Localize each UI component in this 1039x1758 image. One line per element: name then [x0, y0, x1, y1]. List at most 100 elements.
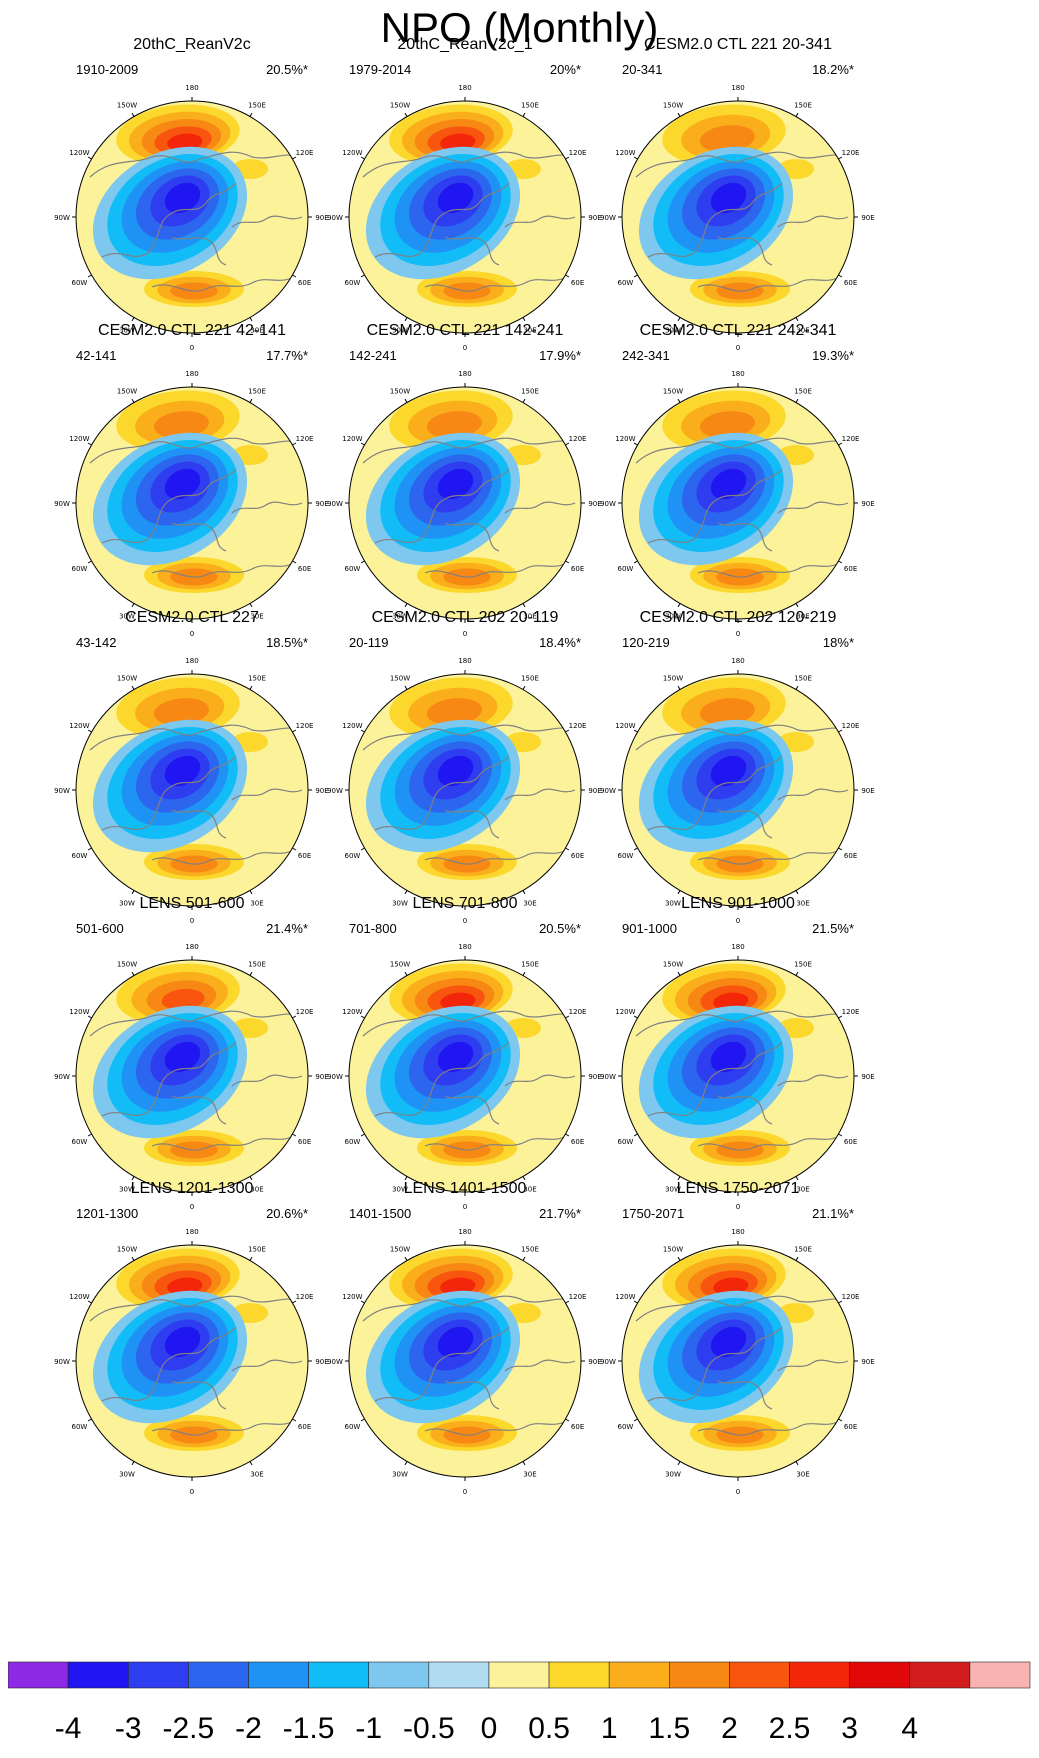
panel-title: CESM2.0 CTL 221 142-241 [367, 322, 564, 339]
colorbar-label: 0.5 [528, 1712, 570, 1745]
longitude-tick [249, 317, 253, 322]
longitude-label: 60E [844, 852, 857, 860]
longitude-label: 90E [861, 1358, 874, 1366]
panel-variance: 17.9%* [539, 348, 581, 363]
coastline [717, 236, 773, 266]
longitude-tick [249, 890, 253, 895]
longitude-label: 150W [663, 387, 683, 395]
longitude-tick [404, 317, 408, 322]
coastline [444, 1095, 500, 1125]
longitude-label: 180 [731, 370, 744, 378]
longitude-tick [292, 1133, 297, 1137]
longitude-tick [522, 890, 526, 895]
map-panel: LENS 901-1000 901-1000 21.5%* 180 150E 120E 90… [600, 895, 875, 1211]
coastline [231, 1074, 303, 1087]
coastlines [635, 151, 849, 292]
longitude-tick [565, 1418, 570, 1422]
longitude-label: 120E [569, 1008, 587, 1016]
longitude-tick [795, 685, 799, 690]
longitude-tick [360, 156, 365, 160]
longitude-tick [87, 1015, 92, 1019]
longitude-tick [522, 1256, 526, 1261]
positive-contour [426, 698, 482, 726]
negative-contour [164, 755, 201, 787]
longitude-tick [404, 112, 408, 117]
longitude-tick [131, 317, 135, 322]
longitude-tick [87, 1133, 92, 1137]
longitude-tick [131, 1461, 135, 1466]
panel-title: LENS 1401-1500 [404, 1180, 527, 1197]
longitude-label: 120E [842, 722, 860, 730]
map-panel: CESM2.0 CTL 221 42-141 42-141 17.7%* 180 150… [54, 322, 329, 638]
negative-contour [437, 1326, 474, 1358]
coastline [635, 151, 849, 178]
longitude-label: 150E [794, 101, 812, 109]
map-panel: 20thC_ReanV2c_1 1979-2014 20%* 180 150E 120E 9… [327, 36, 602, 352]
longitude-tick [633, 1133, 638, 1137]
longitude-label: 150E [521, 674, 539, 682]
coastline [89, 1010, 303, 1037]
longitude-tick [677, 317, 681, 322]
longitude-label: 0 [736, 344, 740, 352]
panel-variance: 18%* [823, 635, 854, 650]
longitude-label: 30W [665, 613, 681, 621]
map-panel: LENS 501-600 501-600 21.4%* 180 150E 120E 90E 6… [54, 895, 329, 1211]
panel-title: LENS 501-600 [140, 895, 245, 912]
longitude-label: 90E [861, 500, 874, 508]
longitude-label: 90W [327, 214, 343, 222]
colorbar-swatch [248, 1661, 309, 1689]
longitude-tick [131, 1256, 135, 1261]
longitude-label: 150E [248, 1245, 266, 1253]
panel-period: 1401-1500 [349, 1206, 411, 1221]
longitude-label: 60W [71, 279, 87, 287]
panel-title: LENS 701-800 [413, 895, 518, 912]
longitude-label: 90W [327, 787, 343, 795]
longitude-label: 150W [117, 387, 137, 395]
longitude-label: 60E [298, 852, 311, 860]
coastline [647, 1326, 783, 1402]
coastline [504, 1074, 576, 1087]
panel-title: CESM2.0 CTL 221 242-341 [640, 322, 837, 339]
longitude-label: 120W [342, 722, 362, 730]
longitude-tick [360, 1300, 365, 1304]
coastline [444, 522, 500, 552]
coastline [504, 215, 576, 228]
longitude-tick [249, 398, 253, 403]
panel-title: CESM2.0 CTL 221 42-141 [98, 322, 286, 339]
coastline [444, 1380, 500, 1410]
longitude-label: 120W [615, 435, 635, 443]
negative-contour [437, 755, 474, 787]
longitude-label: 90W [600, 1358, 616, 1366]
longitude-tick [677, 398, 681, 403]
longitude-tick [838, 274, 843, 278]
longitude-label: 120E [842, 435, 860, 443]
longitude-tick [677, 1461, 681, 1466]
coastline [362, 1010, 576, 1037]
longitude-tick [633, 442, 638, 446]
longitude-tick [249, 1176, 253, 1181]
longitude-tick [795, 890, 799, 895]
longitude-label: 150W [390, 387, 410, 395]
longitude-label: 60E [298, 1138, 311, 1146]
coastline [697, 276, 841, 292]
longitude-label: 30W [119, 613, 135, 621]
longitude-label: 30E [523, 1186, 536, 1194]
longitude-label: 120W [69, 1008, 89, 1016]
coastline [101, 1326, 237, 1402]
longitude-label: 30W [119, 1471, 135, 1479]
panel-variance: 20%* [550, 62, 581, 77]
panel-period: 242-341 [622, 348, 670, 363]
positive-contour [440, 992, 476, 1011]
longitude-tick [522, 603, 526, 608]
longitude-tick [677, 1176, 681, 1181]
colorbar-label: -4 [55, 1712, 82, 1745]
longitude-label: 90E [315, 1073, 328, 1081]
panel-period: 20-341 [622, 62, 662, 77]
panel-variance: 19.3%* [812, 348, 854, 363]
longitude-label: 0 [190, 917, 194, 925]
coastlines [635, 724, 849, 865]
longitude-tick [249, 971, 253, 976]
longitude-tick [795, 398, 799, 403]
longitude-label: 120E [569, 149, 587, 157]
positive-contour [426, 411, 482, 439]
